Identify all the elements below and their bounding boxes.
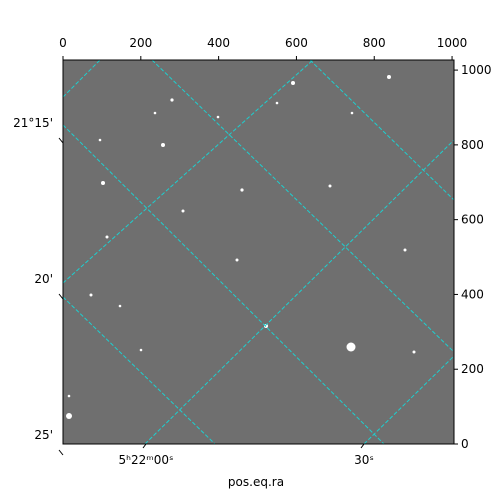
dec-tick-label: 25'	[34, 428, 53, 442]
y-tick-label: 800	[461, 138, 484, 152]
coordinate-grid	[62, 59, 455, 445]
dec-tick	[58, 137, 64, 144]
y-tick-label: 1000	[461, 63, 492, 77]
frame	[62, 59, 455, 445]
ra-tick	[142, 443, 147, 449]
x-tick-label: 400	[207, 36, 230, 50]
stars	[66, 75, 416, 419]
dec-tick-label: 21°15'	[13, 116, 53, 130]
x-tick-label: 0	[59, 36, 67, 50]
dec-tick	[58, 449, 64, 456]
x-tick-label: 800	[363, 36, 386, 50]
ra-tick-label: 5ʰ22ᵐ00ˢ	[119, 453, 174, 467]
sky-image	[63, 60, 454, 444]
y-tick-label: 0	[461, 437, 469, 451]
x-tick-label: 600	[285, 36, 308, 50]
ra-tick	[360, 443, 365, 449]
y-tick-label: 400	[461, 287, 484, 301]
x-tick-label: 1000	[437, 36, 468, 50]
dec-tick-label: 20'	[34, 272, 53, 286]
x-axis-label: pos.eq.ra	[228, 475, 284, 489]
x-tick-label: 200	[129, 36, 152, 50]
ra-tick-label: 30ˢ	[354, 453, 374, 467]
y-tick-label: 200	[461, 362, 484, 376]
dec-tick	[58, 293, 64, 300]
y-tick-label: 600	[461, 213, 484, 227]
